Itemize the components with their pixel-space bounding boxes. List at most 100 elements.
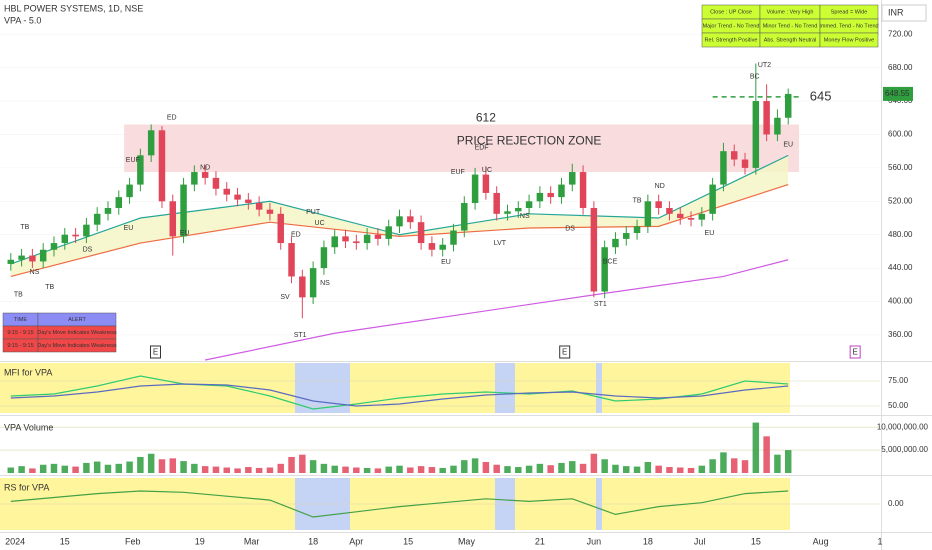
volume-bar <box>245 467 252 473</box>
candle-body <box>191 172 198 185</box>
signal-label: EDF <box>475 145 489 152</box>
info-text: Major Trend - No Trend <box>703 23 760 29</box>
y-tick-label: 600.00 <box>888 130 913 139</box>
volume-bar <box>471 458 479 473</box>
candle-body <box>93 213 101 225</box>
volume-bar <box>104 464 112 473</box>
candle-body <box>61 234 69 244</box>
signal-label: ED <box>291 232 301 239</box>
volume-bar <box>83 462 90 473</box>
y-tick-label: 360.00 <box>888 330 913 339</box>
candle-body <box>428 243 436 250</box>
candle-body <box>590 207 598 292</box>
candle-body <box>741 159 749 168</box>
volume-bar <box>763 436 770 473</box>
volume-bar <box>666 467 673 473</box>
signal-label: TB <box>14 292 23 299</box>
volume-bar <box>266 467 274 473</box>
volume-bar <box>536 463 544 473</box>
candle-body <box>601 247 608 292</box>
alert-text: Day's Move Indicates Weakness <box>37 330 116 336</box>
signal-label: NS <box>30 269 40 276</box>
y-tick-label: 0.00 <box>888 499 904 508</box>
signal-label: LVT <box>494 240 507 247</box>
volume-bar <box>612 464 619 473</box>
x-tick-label: 15 <box>60 536 70 546</box>
candle-body <box>493 192 500 214</box>
volume-bar <box>299 454 306 473</box>
x-tick-label: Aug <box>813 536 829 546</box>
volume-bar <box>126 461 133 473</box>
volume-bar <box>234 468 241 473</box>
x-tick-label: 1 <box>877 536 882 546</box>
volume-bar <box>623 466 630 473</box>
volume-bar <box>309 460 317 473</box>
level-label: 645 <box>810 88 832 103</box>
moving-average <box>10 154 789 265</box>
volume-bar <box>579 463 587 473</box>
volume-bar <box>342 466 349 473</box>
y-tick-label: 75.00 <box>888 376 909 385</box>
x-tick-label: May <box>458 536 476 546</box>
y-tick-label: 520.00 <box>888 196 913 205</box>
candle-body <box>223 188 230 195</box>
candle-body <box>752 101 760 168</box>
volume-bar <box>277 463 284 473</box>
signal-label: NS <box>520 213 530 220</box>
candle-body <box>147 130 155 156</box>
volume-bar <box>212 466 220 473</box>
y-tick-label: 560.00 <box>888 163 913 172</box>
candle-body <box>342 236 349 242</box>
volume-bar <box>439 467 446 473</box>
signal-label: UC <box>482 167 492 174</box>
chart-title: HBL POWER SYSTEMS, 1D, NSE <box>4 3 143 13</box>
volume-bar <box>115 463 123 473</box>
info-text: Rel. Strength Positive <box>705 37 758 43</box>
volume-bar <box>720 452 727 473</box>
zone-high-label: 612 <box>476 111 496 125</box>
volume-bar <box>396 465 403 473</box>
volume-bar <box>61 465 69 473</box>
x-tick-label: Jun <box>587 536 602 546</box>
info-text: Volume : Very High <box>767 9 814 15</box>
candle-body <box>655 201 662 208</box>
candle-body <box>471 174 479 203</box>
candle-body <box>482 174 490 193</box>
volume-bar <box>547 465 554 473</box>
pane-title: RS for VPA <box>4 482 49 492</box>
x-tick-label: 15 <box>751 536 761 546</box>
info-text: Money Flow Positive <box>824 37 874 43</box>
volume-bar <box>450 465 457 473</box>
signal-label: ED <box>167 115 177 122</box>
volume-bar <box>698 465 706 473</box>
y-tick-label: 720.00 <box>888 29 913 38</box>
volume-bar <box>633 466 641 473</box>
candle-body <box>245 199 252 203</box>
volume-bar <box>374 468 382 473</box>
candle-body <box>115 197 123 208</box>
indicator-line <box>10 490 789 518</box>
x-tick-label: 19 <box>195 536 205 546</box>
x-tick-label: Apr <box>349 536 363 546</box>
candle-body <box>385 226 392 239</box>
volume-bar <box>201 466 209 473</box>
signal-label: TB <box>45 284 54 291</box>
currency-label: INR <box>888 7 904 17</box>
volume-bar <box>417 466 425 473</box>
candle-body <box>320 247 328 269</box>
candle-body <box>353 241 360 244</box>
indicator-line <box>10 383 789 407</box>
candle-body <box>255 202 263 210</box>
ema-band <box>10 155 789 277</box>
volume-bar <box>29 468 36 473</box>
mfi-highlight <box>495 363 515 413</box>
candle-body <box>180 184 187 237</box>
y-tick-label: 480.00 <box>888 230 913 239</box>
signal-label: EUF <box>451 169 465 176</box>
signal-label: SV <box>280 294 290 301</box>
volume-bar <box>331 465 338 473</box>
candle-body <box>579 172 587 208</box>
volume-bar <box>385 466 392 473</box>
mfi-highlight <box>596 363 602 413</box>
candle-body <box>374 234 382 239</box>
